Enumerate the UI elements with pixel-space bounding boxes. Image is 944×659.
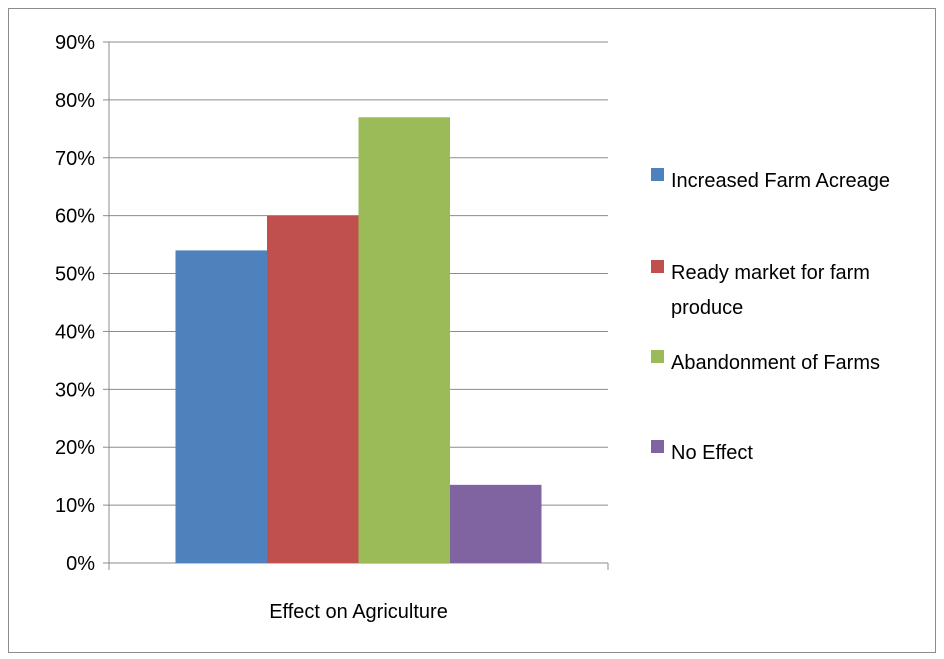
- y-tick-label: 70%: [55, 148, 95, 170]
- legend-swatch: [651, 168, 664, 181]
- y-tick-label: 90%: [55, 32, 95, 54]
- legend-label: Increased Farm Acreage: [671, 170, 890, 192]
- y-tick-labels: 0% 10% 20% 30% 40% 50% 60% 70% 80% 90%: [55, 32, 95, 575]
- y-tick-label: 30%: [55, 379, 95, 401]
- legend-label: produce: [671, 297, 743, 319]
- y-tick-label: 40%: [55, 321, 95, 343]
- bar: [358, 117, 450, 563]
- bar: [450, 484, 542, 563]
- bar: [175, 250, 267, 563]
- y-tick-label: 60%: [55, 206, 95, 228]
- bars: [175, 117, 542, 563]
- legend: Increased Farm Acreage Ready market for f…: [651, 168, 890, 464]
- y-tick-label: 80%: [55, 90, 95, 112]
- legend-swatch: [651, 260, 664, 273]
- legend-swatch: [651, 440, 664, 453]
- legend-label: No Effect: [671, 442, 753, 464]
- y-tick-label: 20%: [55, 437, 95, 459]
- legend-label: Ready market for farm: [671, 262, 870, 284]
- bar: [267, 215, 359, 563]
- y-tick-label: 50%: [55, 264, 95, 286]
- legend-swatch: [651, 350, 664, 363]
- y-tick-label: 10%: [55, 495, 95, 517]
- legend-label: Abandonment of Farms: [671, 352, 880, 374]
- y-tick-label: 0%: [66, 553, 95, 575]
- x-category-labels: Effect on Agriculture: [269, 601, 448, 623]
- x-category-label: Effect on Agriculture: [269, 601, 448, 623]
